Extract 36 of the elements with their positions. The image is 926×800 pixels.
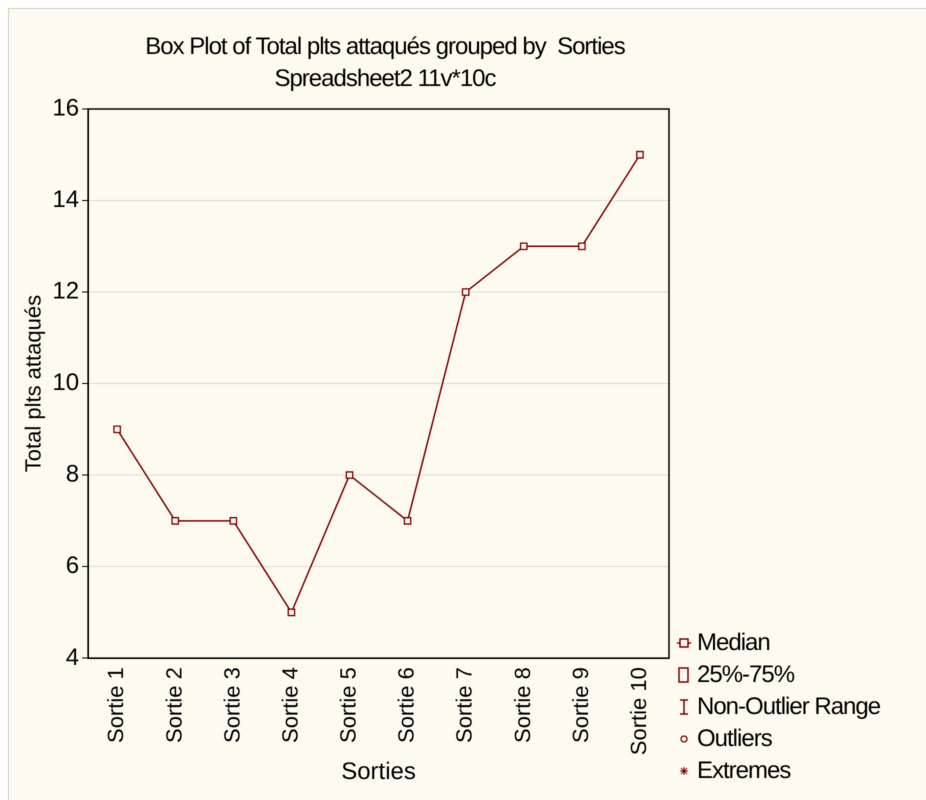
y-tick-label: 4 [66,644,80,671]
y-tick-label: 6 [66,552,80,580]
point [171,517,180,525]
text: Extremes [697,757,790,785]
point [520,242,528,250]
y-tick-label: 10 [52,369,80,396]
point [578,242,586,250]
x-tick-label: Sortie 6 [394,667,419,743]
x-tick-label: Sortie 5 [336,667,361,743]
x-tick-label: Sortie 10 [626,667,652,756]
chart-title: Box Plot of Total plts attaqués grouped by Sorties [144,32,626,62]
point [404,517,412,525]
legend-label: Median [697,629,770,657]
chart-subtitle: Spreadsheet2 11v*10c [273,64,497,94]
point [229,517,238,525]
y-tick-label: 12 [52,278,80,305]
x-tick-label: Sortie 3 [219,667,244,743]
text: 25%-75% [697,661,794,689]
point [288,608,296,616]
point [636,150,644,159]
y-tick-label: 14 [52,186,80,214]
point [113,426,121,434]
x-tick-label: Sortie 7 [452,667,477,743]
x-tick-label: Sortie 1 [103,667,128,743]
x-tick-label: Sortie 8 [510,667,535,743]
text: Outliers [697,725,772,753]
point [462,288,470,296]
x-tick-label: Sortie 4 [277,667,302,743]
text: Non-Outlier Range [697,693,880,721]
point [346,471,354,479]
x-tick-label: Sortie 9 [568,667,593,743]
x-axis-title: Sorties [341,758,416,786]
x-tick-label: Sortie 2 [161,667,186,743]
y-tick-label: 8 [66,460,80,488]
y-axis-title: Total plts attaqués [20,294,46,472]
y-tick-label: 16 [52,94,80,122]
